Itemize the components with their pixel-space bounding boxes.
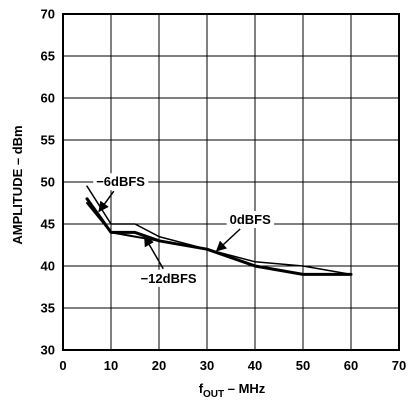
series-line-2 xyxy=(86,202,352,276)
y-tick-label: 60 xyxy=(41,91,55,106)
plot-border xyxy=(62,13,400,351)
annotation-label-background xyxy=(93,173,149,191)
annotation-label: 0dBFS xyxy=(230,212,272,227)
y-tick-label: 30 xyxy=(41,343,55,358)
series-line-0 xyxy=(85,197,353,276)
annotation-arrow xyxy=(143,235,164,270)
x-axis-title-unit: – MHz xyxy=(224,381,266,396)
y-tick-label: 65 xyxy=(41,49,55,64)
x-tick-label: 30 xyxy=(200,358,214,373)
annotation-arrow xyxy=(98,190,115,213)
x-tick-label: 50 xyxy=(296,358,310,373)
series-line-1 xyxy=(86,185,352,276)
y-tick-label: 40 xyxy=(41,259,55,274)
x-tick-label: 60 xyxy=(344,358,358,373)
annotation-label-background xyxy=(137,269,200,287)
x-tick-label: 20 xyxy=(152,358,166,373)
y-tick-label: 45 xyxy=(41,217,55,232)
x-tick-label: 40 xyxy=(248,358,262,373)
annotation-label: −6dBFS xyxy=(96,174,145,189)
y-axis-title: AMPLITUDE – dBm xyxy=(10,125,25,244)
x-tick-label: 70 xyxy=(392,358,406,373)
x-axis-title: fOUT – MHz xyxy=(199,381,266,400)
x-tick-label: 0 xyxy=(59,358,66,373)
x-axis-title-main: f xyxy=(199,381,204,396)
y-tick-label: 70 xyxy=(41,7,55,22)
tick-labels: 0 10 20 30 40 50 60 70 30 35 40 45 50 55 60 65 70 xyxy=(41,7,407,374)
y-tick-label: 35 xyxy=(41,301,55,316)
annotation-label: −12dBFS xyxy=(141,271,197,286)
series-annotations: −6dBFS 0dBFS −12dBFS xyxy=(93,173,275,287)
annotation-0: −6dBFS xyxy=(93,173,149,213)
plot-frame xyxy=(62,13,400,351)
x-axis-title-subscript: OUT xyxy=(203,389,224,400)
annotation-arrow xyxy=(215,228,241,252)
x-tick-label: 10 xyxy=(104,358,118,373)
annotation-1: 0dBFS xyxy=(215,211,275,252)
y-tick-label: 50 xyxy=(41,175,55,190)
y-tick-label: 55 xyxy=(41,133,55,148)
annotation-2: −12dBFS xyxy=(137,235,200,287)
annotation-label-background xyxy=(226,211,275,228)
series-lines xyxy=(85,185,353,276)
